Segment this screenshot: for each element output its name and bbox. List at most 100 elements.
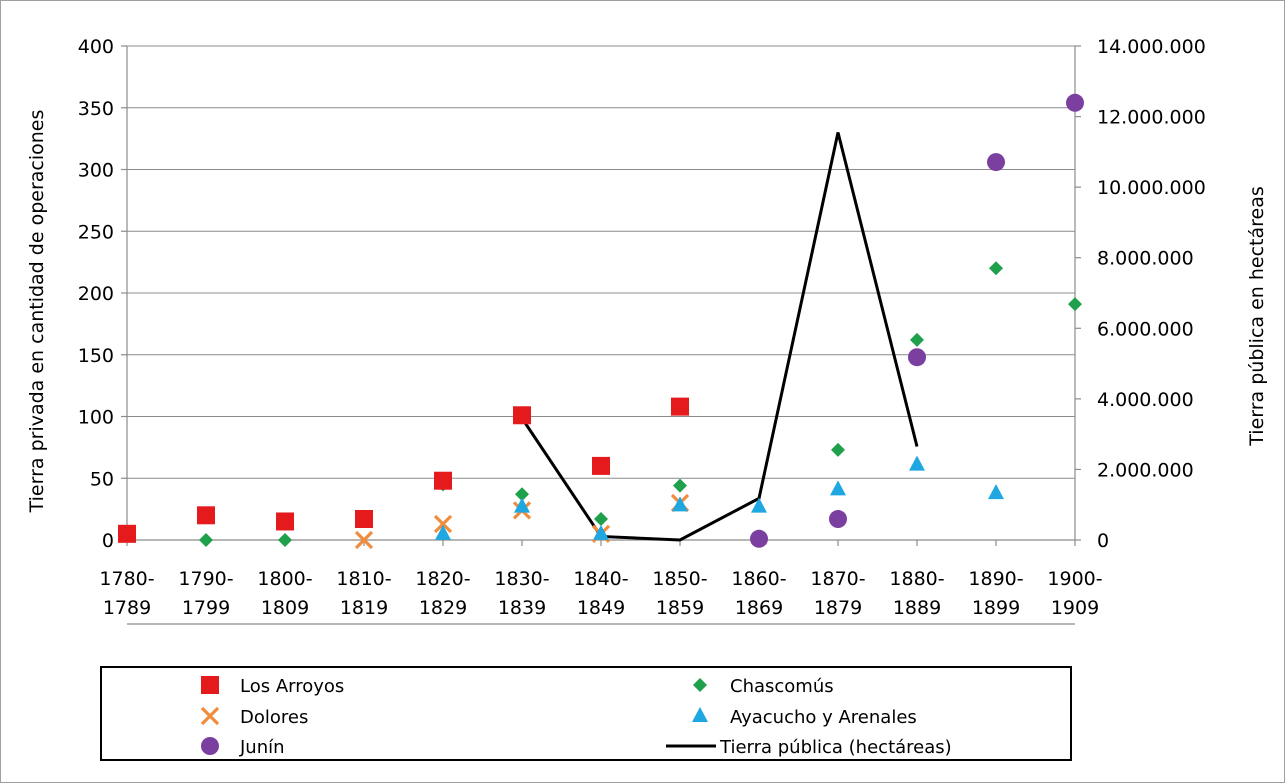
- x-tick-labels: 1780- 1789 1790- 1799 1800- 1809 1810- 1819 1820…: [99, 568, 1102, 619]
- legend-item: Junín: [201, 737, 285, 758]
- x-tick-label: 1880-: [889, 568, 944, 590]
- y2-axis-title: Tierra pública en hectáreas: [1246, 186, 1268, 446]
- y-axis-title: Tierra privada en cantidad de operacione…: [26, 110, 48, 514]
- data-point: [594, 512, 608, 527]
- data-point: [1068, 297, 1082, 312]
- legend-label: Tierra pública (hectáreas): [719, 737, 952, 758]
- x-tick-label: 1809: [261, 597, 309, 619]
- y2-tick-labels: 0 2.000.000 4.000.000 6.000.000 8.000.000 10.…: [1097, 36, 1206, 552]
- y-tick-label: 150: [78, 345, 114, 367]
- data-point: [751, 497, 767, 513]
- data-point: [671, 397, 689, 416]
- x-tick-label: 1849: [577, 597, 625, 619]
- x-tick-label: 1810-: [336, 568, 391, 590]
- series-jun-n: [750, 93, 1084, 548]
- x-tick-label: 1870-: [810, 568, 865, 590]
- y2-tick-label: 14.000.000: [1097, 36, 1206, 58]
- x-tick-label: 1799: [182, 597, 230, 619]
- legend-label: Junín: [239, 737, 285, 758]
- data-point: [672, 496, 688, 512]
- x-tick-label: 1850-: [652, 568, 707, 590]
- data-point: [278, 533, 292, 547]
- x-tick-label: 1899: [972, 597, 1020, 619]
- data-point: [593, 524, 609, 540]
- x-tick-label: 1909: [1051, 597, 1099, 619]
- x-marker-stroke: [433, 514, 453, 534]
- x-marker-stroke: [354, 530, 374, 550]
- legend-item: Tierra pública (hectáreas): [666, 737, 952, 758]
- y2-tick-label: 12.000.000: [1097, 107, 1206, 129]
- data-point: [1066, 93, 1084, 112]
- x-tick-label: 1889: [893, 597, 941, 619]
- legend-swatch-marker: [201, 737, 219, 755]
- y2-tick-label: 4.000.000: [1097, 389, 1194, 411]
- legend-swatch-marker: [692, 707, 708, 722]
- y2-tick-label: 6.000.000: [1097, 318, 1194, 340]
- x-tick-label: 1860-: [731, 568, 786, 590]
- series-line-tierra-publica: [520, 132, 919, 542]
- y-tick-label: 100: [78, 407, 114, 429]
- legend-label: Los Arroyos: [240, 676, 344, 697]
- x-tick-label: 1890-: [968, 568, 1023, 590]
- y-tick-label: 300: [78, 160, 114, 182]
- series-marks: [118, 93, 1084, 550]
- data-point: [199, 533, 213, 547]
- data-point: [354, 530, 374, 550]
- data-point: [831, 442, 845, 457]
- data-point: [355, 510, 373, 529]
- data-point: [513, 406, 531, 425]
- legend-box: [100, 666, 1072, 761]
- x-tick-label: 1820-: [415, 568, 470, 590]
- y2-tick-label: 8.000.000: [1097, 248, 1194, 270]
- data-point: [909, 455, 925, 471]
- data-point: [750, 529, 768, 548]
- y2-tick-label: 0: [1097, 530, 1109, 552]
- data-point: [433, 514, 453, 534]
- data-point: [434, 471, 452, 490]
- y2-tick-label: 2.000.000: [1097, 459, 1194, 481]
- y-tick-label: 0: [102, 530, 114, 552]
- series-los-arroyos: [118, 397, 689, 543]
- series-ayacucho-y-arenales: [435, 455, 1004, 540]
- x-tick-label: 1829: [419, 597, 467, 619]
- y-tick-labels: 0 50 100 150 200 250 300 350 400: [78, 36, 114, 552]
- y-tick-label: 200: [78, 283, 114, 305]
- data-point: [987, 153, 1005, 172]
- x-tick-label: 1840-: [573, 568, 628, 590]
- legend-swatch-marker: [693, 678, 707, 692]
- x-marker-stroke: [200, 706, 220, 726]
- x-tick-label: 1780-: [99, 568, 154, 590]
- x-tick-label: 1879: [814, 597, 862, 619]
- y-tick-label: 50: [90, 468, 114, 490]
- y-tick-label: 350: [78, 98, 114, 120]
- legend-swatch-marker: [200, 706, 220, 726]
- y-tick-label: 400: [78, 36, 114, 58]
- x-tick-label: 1789: [103, 597, 151, 619]
- x-tick-label: 1830-: [494, 568, 549, 590]
- x-tick-label: 1859: [656, 597, 704, 619]
- x-tick-label: 1839: [498, 597, 546, 619]
- y-tick-label: 250: [78, 221, 114, 243]
- x-tick-label: 1819: [340, 597, 388, 619]
- legend-label: Ayacucho y Arenales: [730, 707, 917, 728]
- legend-label: Chascomús: [730, 676, 834, 697]
- data-point: [118, 524, 136, 543]
- data-point: [673, 478, 687, 493]
- data-point: [514, 497, 530, 513]
- x-tick-label: 1869: [735, 597, 783, 619]
- data-point: [515, 487, 529, 502]
- data-point: [910, 332, 924, 347]
- data-point: [988, 484, 1004, 500]
- legend: Los Arroyos Chascomús Dolores Ayacucho y Ar…: [100, 666, 1072, 761]
- legend-item: Chascomús: [693, 676, 834, 697]
- x-tick-label: 1790-: [178, 568, 233, 590]
- legend-label: Dolores: [240, 707, 308, 728]
- legend-item: Dolores: [200, 706, 308, 728]
- gridlines: [127, 45, 1075, 479]
- data-point: [989, 261, 1003, 276]
- data-point: [592, 456, 610, 475]
- data-point: [276, 512, 294, 531]
